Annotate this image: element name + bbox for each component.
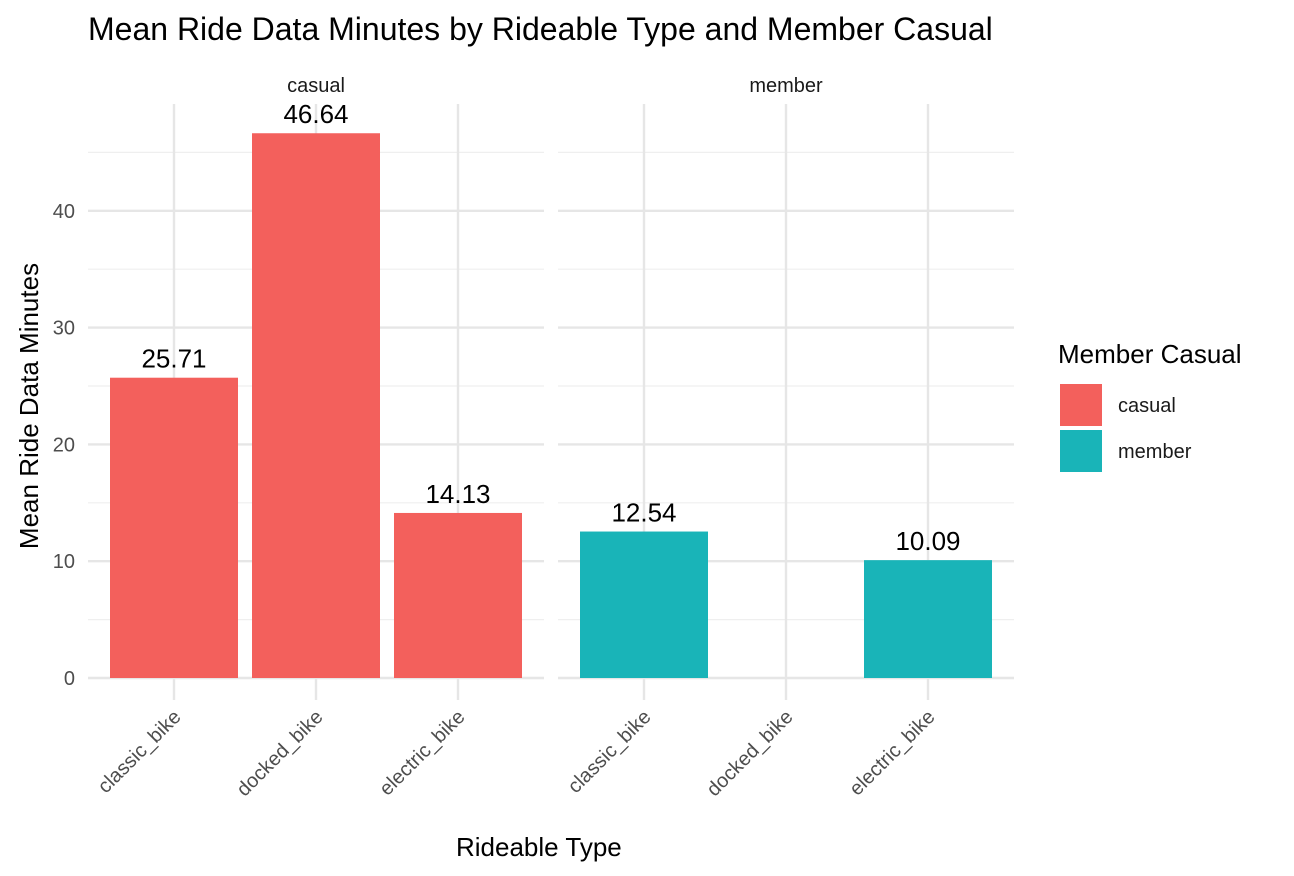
data-label: 14.13: [425, 479, 490, 509]
bar-member-classic_bike: [580, 531, 708, 678]
legend-title: Member Casual: [1058, 339, 1242, 369]
facet-panel-casual: casual 25.71 46.64 14.13 classic_bike docked_…: [88, 75, 544, 801]
x-tick-label: electric_bike: [375, 706, 469, 800]
y-tick-label: 30: [53, 318, 75, 340]
x-tick-label: electric_bike: [845, 706, 939, 800]
data-label: 25.71: [141, 344, 206, 374]
x-tick-label: docked_bike: [703, 706, 798, 801]
facet-strip-label: casual: [287, 75, 345, 97]
legend: Member Casual casual member: [1058, 339, 1242, 472]
y-tick-label: 0: [64, 668, 75, 690]
y-axis-title: Mean Ride Data Minutes: [14, 263, 44, 549]
data-label: 12.54: [611, 498, 676, 528]
x-tick-label: classic_bike: [564, 706, 656, 798]
y-tick-label: 40: [53, 201, 75, 223]
y-axis: 0 10 20 30 40: [53, 201, 75, 690]
legend-label-casual: casual: [1118, 395, 1176, 417]
y-tick-label: 20: [53, 434, 75, 456]
y-tick-label: 10: [53, 551, 75, 573]
data-label: 46.64: [283, 99, 348, 129]
legend-swatch-casual: [1060, 384, 1102, 426]
data-label: 10.09: [895, 526, 960, 556]
bar-member-electric_bike: [864, 560, 992, 678]
chart-title: Mean Ride Data Minutes by Rideable Type …: [88, 11, 993, 47]
x-tick-label: docked_bike: [233, 706, 328, 801]
legend-swatch-member: [1060, 430, 1102, 472]
legend-label-member: member: [1118, 441, 1192, 463]
chart-panels: casual 25.71 46.64 14.13 classic_bike docked_…: [88, 75, 1014, 801]
x-axis-title: Rideable Type: [456, 832, 622, 862]
bar-casual-electric_bike: [394, 512, 522, 678]
x-tick-label: classic_bike: [94, 706, 186, 798]
bar-casual-classic_bike: [110, 377, 238, 678]
facet-strip-label: member: [749, 75, 823, 97]
bar-casual-docked_bike: [252, 133, 380, 678]
facet-panel-member: member 12.54 10.09 classic_bike docked_bike e…: [558, 75, 1014, 801]
